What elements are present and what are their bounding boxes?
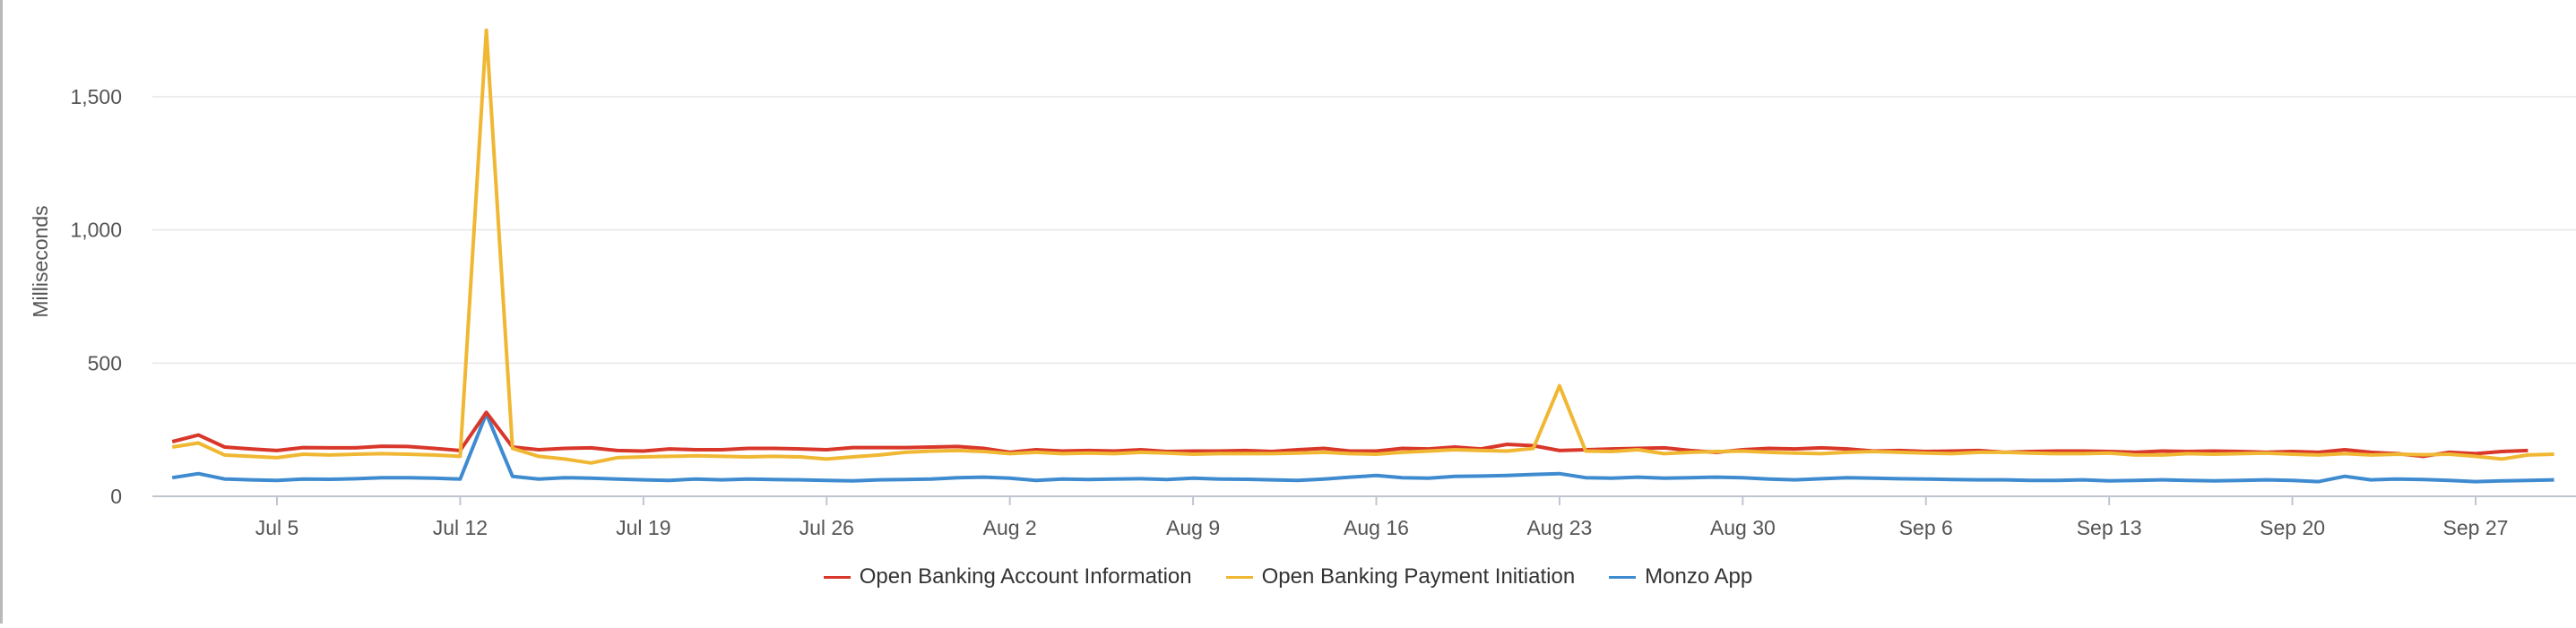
- x-tick-label: Jul 19: [616, 516, 670, 539]
- x-tick-label: Sep 13: [2077, 516, 2142, 539]
- x-tick-label: Aug 2: [983, 516, 1037, 539]
- gridlines: [152, 96, 2576, 365]
- x-tick-label: Jul 5: [255, 516, 299, 539]
- x-tick-label: Aug 9: [1166, 516, 1220, 539]
- series: [171, 28, 2554, 484]
- y-tick-label: 1,000: [70, 219, 122, 242]
- series-line-payment-initiation[interactable]: [171, 28, 2554, 465]
- x-tick-label: Aug 23: [1526, 516, 1592, 539]
- y-tick-label: 500: [88, 351, 122, 374]
- legend-swatch-monzo-app: [1609, 575, 1637, 579]
- series-line-account-information[interactable]: [171, 410, 2528, 459]
- x-tick-label: Aug 30: [1710, 516, 1776, 539]
- x-tick-label: Jul 12: [433, 516, 488, 539]
- legend-label: Open Banking Payment Initiation: [1261, 564, 1576, 589]
- x-tick-label: Aug 16: [1344, 516, 1409, 539]
- x-tick-label: Sep 20: [2260, 516, 2325, 539]
- series-line-monzo-app[interactable]: [171, 411, 2554, 484]
- legend-item-monzo-app[interactable]: Monzo App: [1609, 564, 1752, 589]
- legend-item-payment-initiation[interactable]: Open Banking Payment Initiation: [1225, 564, 1576, 589]
- x-tick-label: Jul 26: [800, 516, 854, 539]
- legend-swatch-account-information: [823, 575, 851, 579]
- legend-item-account-information[interactable]: Open Banking Account Information: [823, 564, 1192, 589]
- y-tick-label: 1,500: [70, 85, 122, 108]
- x-tick-label: Sep 6: [1899, 516, 1953, 539]
- axes: 0 500 1,000 1,500 Jul 5 Jul 12 Jul 19 Jul 26 Aug…: [70, 85, 2576, 539]
- legend: Open Banking Account Information Open Ba…: [0, 564, 2576, 589]
- x-tick-label: Sep 27: [2443, 516, 2509, 539]
- y-tick-label: 0: [110, 485, 122, 508]
- window-left-border: [0, 0, 3, 624]
- legend-label: Open Banking Account Information: [859, 564, 1192, 589]
- legend-swatch-payment-initiation: [1225, 575, 1253, 579]
- legend-label: Monzo App: [1645, 564, 1753, 589]
- y-axis-label: Milliseconds: [29, 205, 52, 317]
